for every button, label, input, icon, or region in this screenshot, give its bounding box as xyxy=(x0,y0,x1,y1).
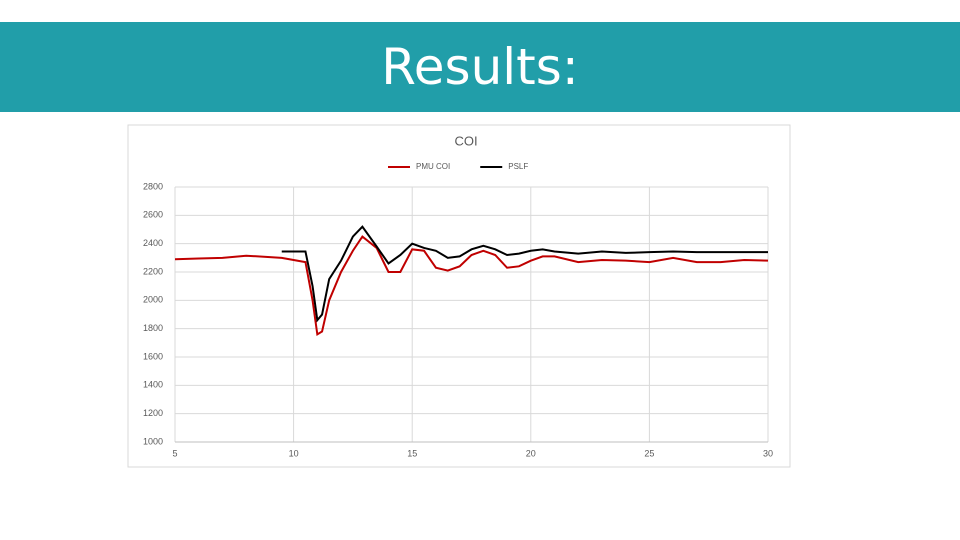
chart-frame xyxy=(127,124,791,468)
y-tick-label: 2800 xyxy=(143,181,163,191)
chart-title: COI xyxy=(454,133,477,148)
series-line xyxy=(281,225,768,323)
legend-label: PMU COI xyxy=(416,162,450,171)
y-tick-label: 2000 xyxy=(143,295,163,305)
x-tick-label: 10 xyxy=(289,448,299,458)
x-tick-label: 5 xyxy=(172,448,177,458)
y-tick-label: 1600 xyxy=(143,351,163,361)
y-tick-label: 1200 xyxy=(143,408,163,418)
y-tick-label: 2600 xyxy=(143,210,163,220)
legend-label: PSLF xyxy=(508,162,528,171)
y-tick-label: 1800 xyxy=(143,323,163,333)
y-tick-label: 2400 xyxy=(143,238,163,248)
series-line xyxy=(174,235,769,336)
y-tick-label: 2200 xyxy=(143,266,163,276)
x-tick-label: 20 xyxy=(526,448,536,458)
slide-title: Results: xyxy=(381,38,579,96)
x-tick-label: 30 xyxy=(763,448,773,458)
y-tick-label: 1000 xyxy=(143,436,163,446)
x-tick-label: 15 xyxy=(407,448,417,458)
x-tick-label: 25 xyxy=(644,448,654,458)
y-tick-label: 1400 xyxy=(143,380,163,390)
header-band xyxy=(0,22,960,112)
